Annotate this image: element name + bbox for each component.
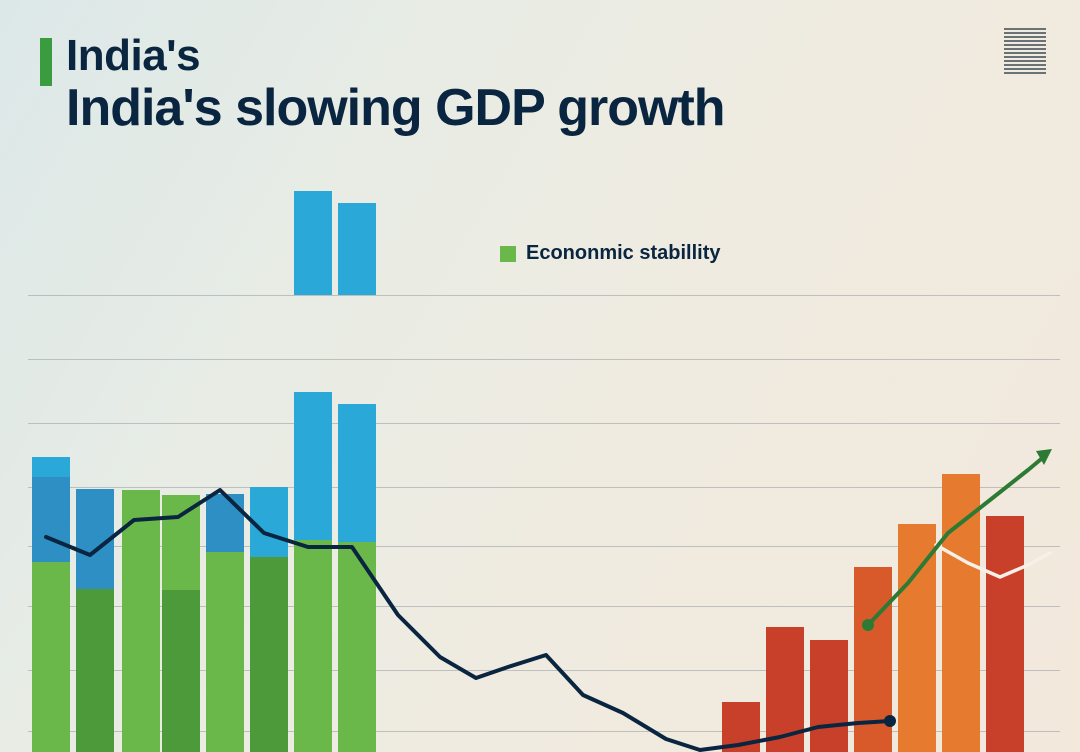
bars-container — [28, 295, 1060, 752]
bar — [122, 490, 160, 752]
bar-segment — [206, 552, 244, 752]
bar — [986, 516, 1024, 752]
bar-segment — [338, 542, 376, 752]
bar-segment — [162, 590, 200, 752]
bar — [250, 487, 288, 752]
bar-segment — [766, 627, 804, 752]
bar — [76, 489, 114, 752]
bar-segment — [76, 489, 114, 589]
bar-segment — [898, 524, 936, 752]
legend-label: Econonmic stabillity — [526, 242, 720, 265]
bar — [898, 524, 936, 752]
bar — [942, 474, 980, 752]
decoration-line — [1004, 60, 1046, 62]
decoration-line — [1004, 32, 1046, 34]
bar-segment — [250, 557, 288, 752]
corner-decoration-lines — [1004, 28, 1046, 74]
bar-overflow — [294, 191, 332, 295]
title-line-2: India's slowing GDP growth — [66, 80, 725, 137]
chart-area — [28, 295, 1060, 752]
bar — [722, 702, 760, 752]
decoration-line — [1004, 40, 1046, 42]
title-block: India's India's slowing GDP growth — [40, 32, 725, 138]
decoration-line — [1004, 36, 1046, 38]
bar — [854, 567, 892, 752]
bar-segment — [162, 495, 200, 590]
bar-segment — [122, 490, 160, 752]
bar-segment — [294, 540, 332, 752]
bar — [338, 404, 376, 752]
bar-segment — [986, 516, 1024, 752]
bar-segment — [338, 404, 376, 542]
legend: Econonmic stabillity — [500, 242, 720, 265]
bar-segment — [32, 457, 70, 477]
legend-swatch — [500, 246, 516, 262]
decoration-line — [1004, 68, 1046, 70]
bar-segment — [810, 640, 848, 752]
decoration-line — [1004, 28, 1046, 30]
bar-overflow — [338, 203, 376, 295]
decoration-line — [1004, 44, 1046, 46]
bar — [810, 640, 848, 752]
decoration-line — [1004, 64, 1046, 66]
bar-segment — [854, 567, 892, 752]
bar — [162, 495, 200, 752]
bar-segment — [294, 392, 332, 540]
bar-segment — [942, 474, 980, 752]
title-text: India's India's slowing GDP growth — [66, 32, 725, 138]
bar-segment — [32, 562, 70, 752]
decoration-line — [1004, 48, 1046, 50]
bar-segment — [206, 494, 244, 552]
bar-segment — [250, 487, 288, 557]
decoration-line — [1004, 72, 1046, 74]
title-accent-bar — [40, 38, 52, 86]
bar-segment — [32, 477, 70, 562]
decoration-line — [1004, 56, 1046, 58]
bar — [206, 494, 244, 752]
bar — [32, 457, 70, 752]
bar — [766, 627, 804, 752]
bar — [294, 392, 332, 752]
bar-segment — [722, 702, 760, 752]
bar-segment — [76, 589, 114, 752]
title-line-1: India's — [66, 32, 725, 80]
decoration-line — [1004, 52, 1046, 54]
